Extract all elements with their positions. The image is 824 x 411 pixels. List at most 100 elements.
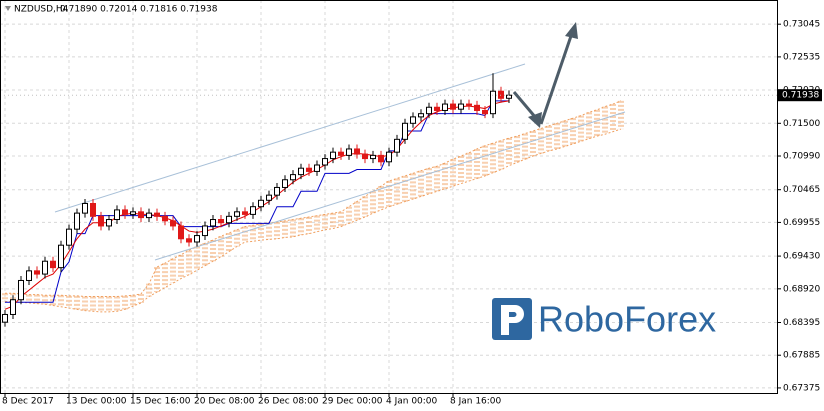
candle-body [402, 122, 408, 140]
candle-body [426, 106, 432, 115]
x-tick-label: 8 Jan 16:00 [450, 397, 502, 407]
y-tick-label: 0.73045 [783, 20, 820, 30]
candle-body [98, 215, 104, 227]
candle-body [42, 260, 48, 275]
candle-body [34, 270, 40, 275]
candle-body [482, 109, 488, 115]
y-tick-label: 0.70465 [783, 185, 820, 195]
candle-body [58, 244, 64, 269]
y-tick-label: 0.67885 [783, 351, 820, 361]
y-tick-label: 0.72535 [783, 52, 820, 62]
x-tick-label: 13 Dec 00:00 [66, 397, 127, 407]
candle-body [418, 113, 424, 118]
candle-body [178, 225, 184, 240]
y-tick-label: 0.68920 [783, 284, 820, 294]
y-tick-label: 0.69955 [783, 218, 820, 228]
candle-body [186, 238, 192, 243]
senkou-span-b [5, 128, 622, 313]
candle-body [50, 260, 56, 269]
candle-body [394, 138, 400, 153]
x-tick-label: 4 Jan 00:00 [386, 397, 438, 407]
channel-lower [154, 111, 626, 261]
y-tick-label: 0.70990 [783, 152, 820, 162]
candle-body [226, 215, 232, 224]
candle-body [474, 104, 480, 111]
candle-body [370, 154, 376, 160]
kijun-line [5, 100, 509, 303]
arrow-head [565, 22, 578, 39]
chart-title: NZDUSD,H4 [14, 5, 69, 15]
indicator-lines [4, 100, 510, 310]
candle-body [234, 211, 240, 217]
candle-body [346, 148, 352, 156]
price-label: 0.71938 [782, 91, 819, 101]
candle-body [18, 279, 24, 301]
candle-body [122, 209, 128, 215]
candle-body [74, 212, 80, 230]
logo: RoboForex [492, 298, 716, 340]
arrow-head [528, 112, 542, 128]
candle-body [330, 151, 336, 160]
candle-body [10, 299, 16, 315]
candle-body [450, 103, 456, 110]
candle-body [210, 219, 216, 227]
candle-body [266, 194, 272, 201]
candle-body [82, 202, 88, 214]
ichimoku-cloud [2, 100, 624, 313]
logo-r [501, 305, 524, 335]
candle-body [66, 228, 72, 246]
candle-body [298, 167, 304, 176]
y-tick-label: 0.69430 [783, 252, 820, 262]
candle-body [362, 153, 368, 160]
candle-body [322, 158, 328, 166]
forecast-arrows [512, 22, 578, 128]
candle-body [114, 209, 120, 221]
candle-body [194, 235, 200, 243]
x-tick-label: 26 Dec 08:00 [258, 397, 319, 407]
symbol-icon [5, 6, 11, 11]
candle-body [2, 313, 8, 323]
ohlc-values: 0.71890 0.72014 0.71816 0.71938 [60, 5, 218, 15]
candle-body [218, 219, 224, 224]
candle-body [386, 151, 392, 163]
x-tick-label: 29 Dec 00:00 [322, 397, 383, 407]
candle-body [306, 167, 312, 172]
candle-body [314, 164, 320, 172]
candle-body [338, 151, 344, 156]
candle-body [130, 211, 136, 215]
candle-body [242, 211, 248, 215]
candle-body [26, 270, 32, 281]
candle-body [490, 90, 496, 115]
candle-body [146, 212, 152, 219]
candle-body [354, 148, 360, 155]
channel-upper [54, 63, 526, 213]
arrow-up [539, 35, 573, 125]
candle-body [434, 106, 440, 111]
candle-body [90, 202, 96, 217]
arrow-down [512, 91, 538, 119]
tenkan-line [4, 100, 510, 310]
senkou-span-a [5, 100, 622, 298]
y-tick-label: 0.68395 [783, 318, 820, 328]
y-tick-label: 0.71500 [783, 119, 820, 129]
candle-body [458, 103, 464, 110]
candle-body [466, 103, 472, 106]
candle-body [202, 225, 208, 237]
candles [0, 73, 777, 327]
candle-body [410, 116, 416, 124]
candle-body [170, 220, 176, 227]
x-tick-label: 8 Dec 2017 [2, 397, 54, 407]
price-box [778, 89, 822, 102]
axes: 0.730450.725350.720200.715000.709900.704… [2, 20, 822, 407]
candle-body [442, 103, 448, 111]
y-tick-label: 0.67375 [783, 383, 820, 393]
candle-body [282, 179, 288, 188]
candle-body [290, 174, 296, 181]
candle-body [106, 219, 112, 227]
candle-body [154, 212, 160, 217]
candle-body [258, 199, 264, 208]
x-tick-label: 20 Dec 08:00 [194, 397, 255, 407]
candle-body [250, 206, 256, 215]
